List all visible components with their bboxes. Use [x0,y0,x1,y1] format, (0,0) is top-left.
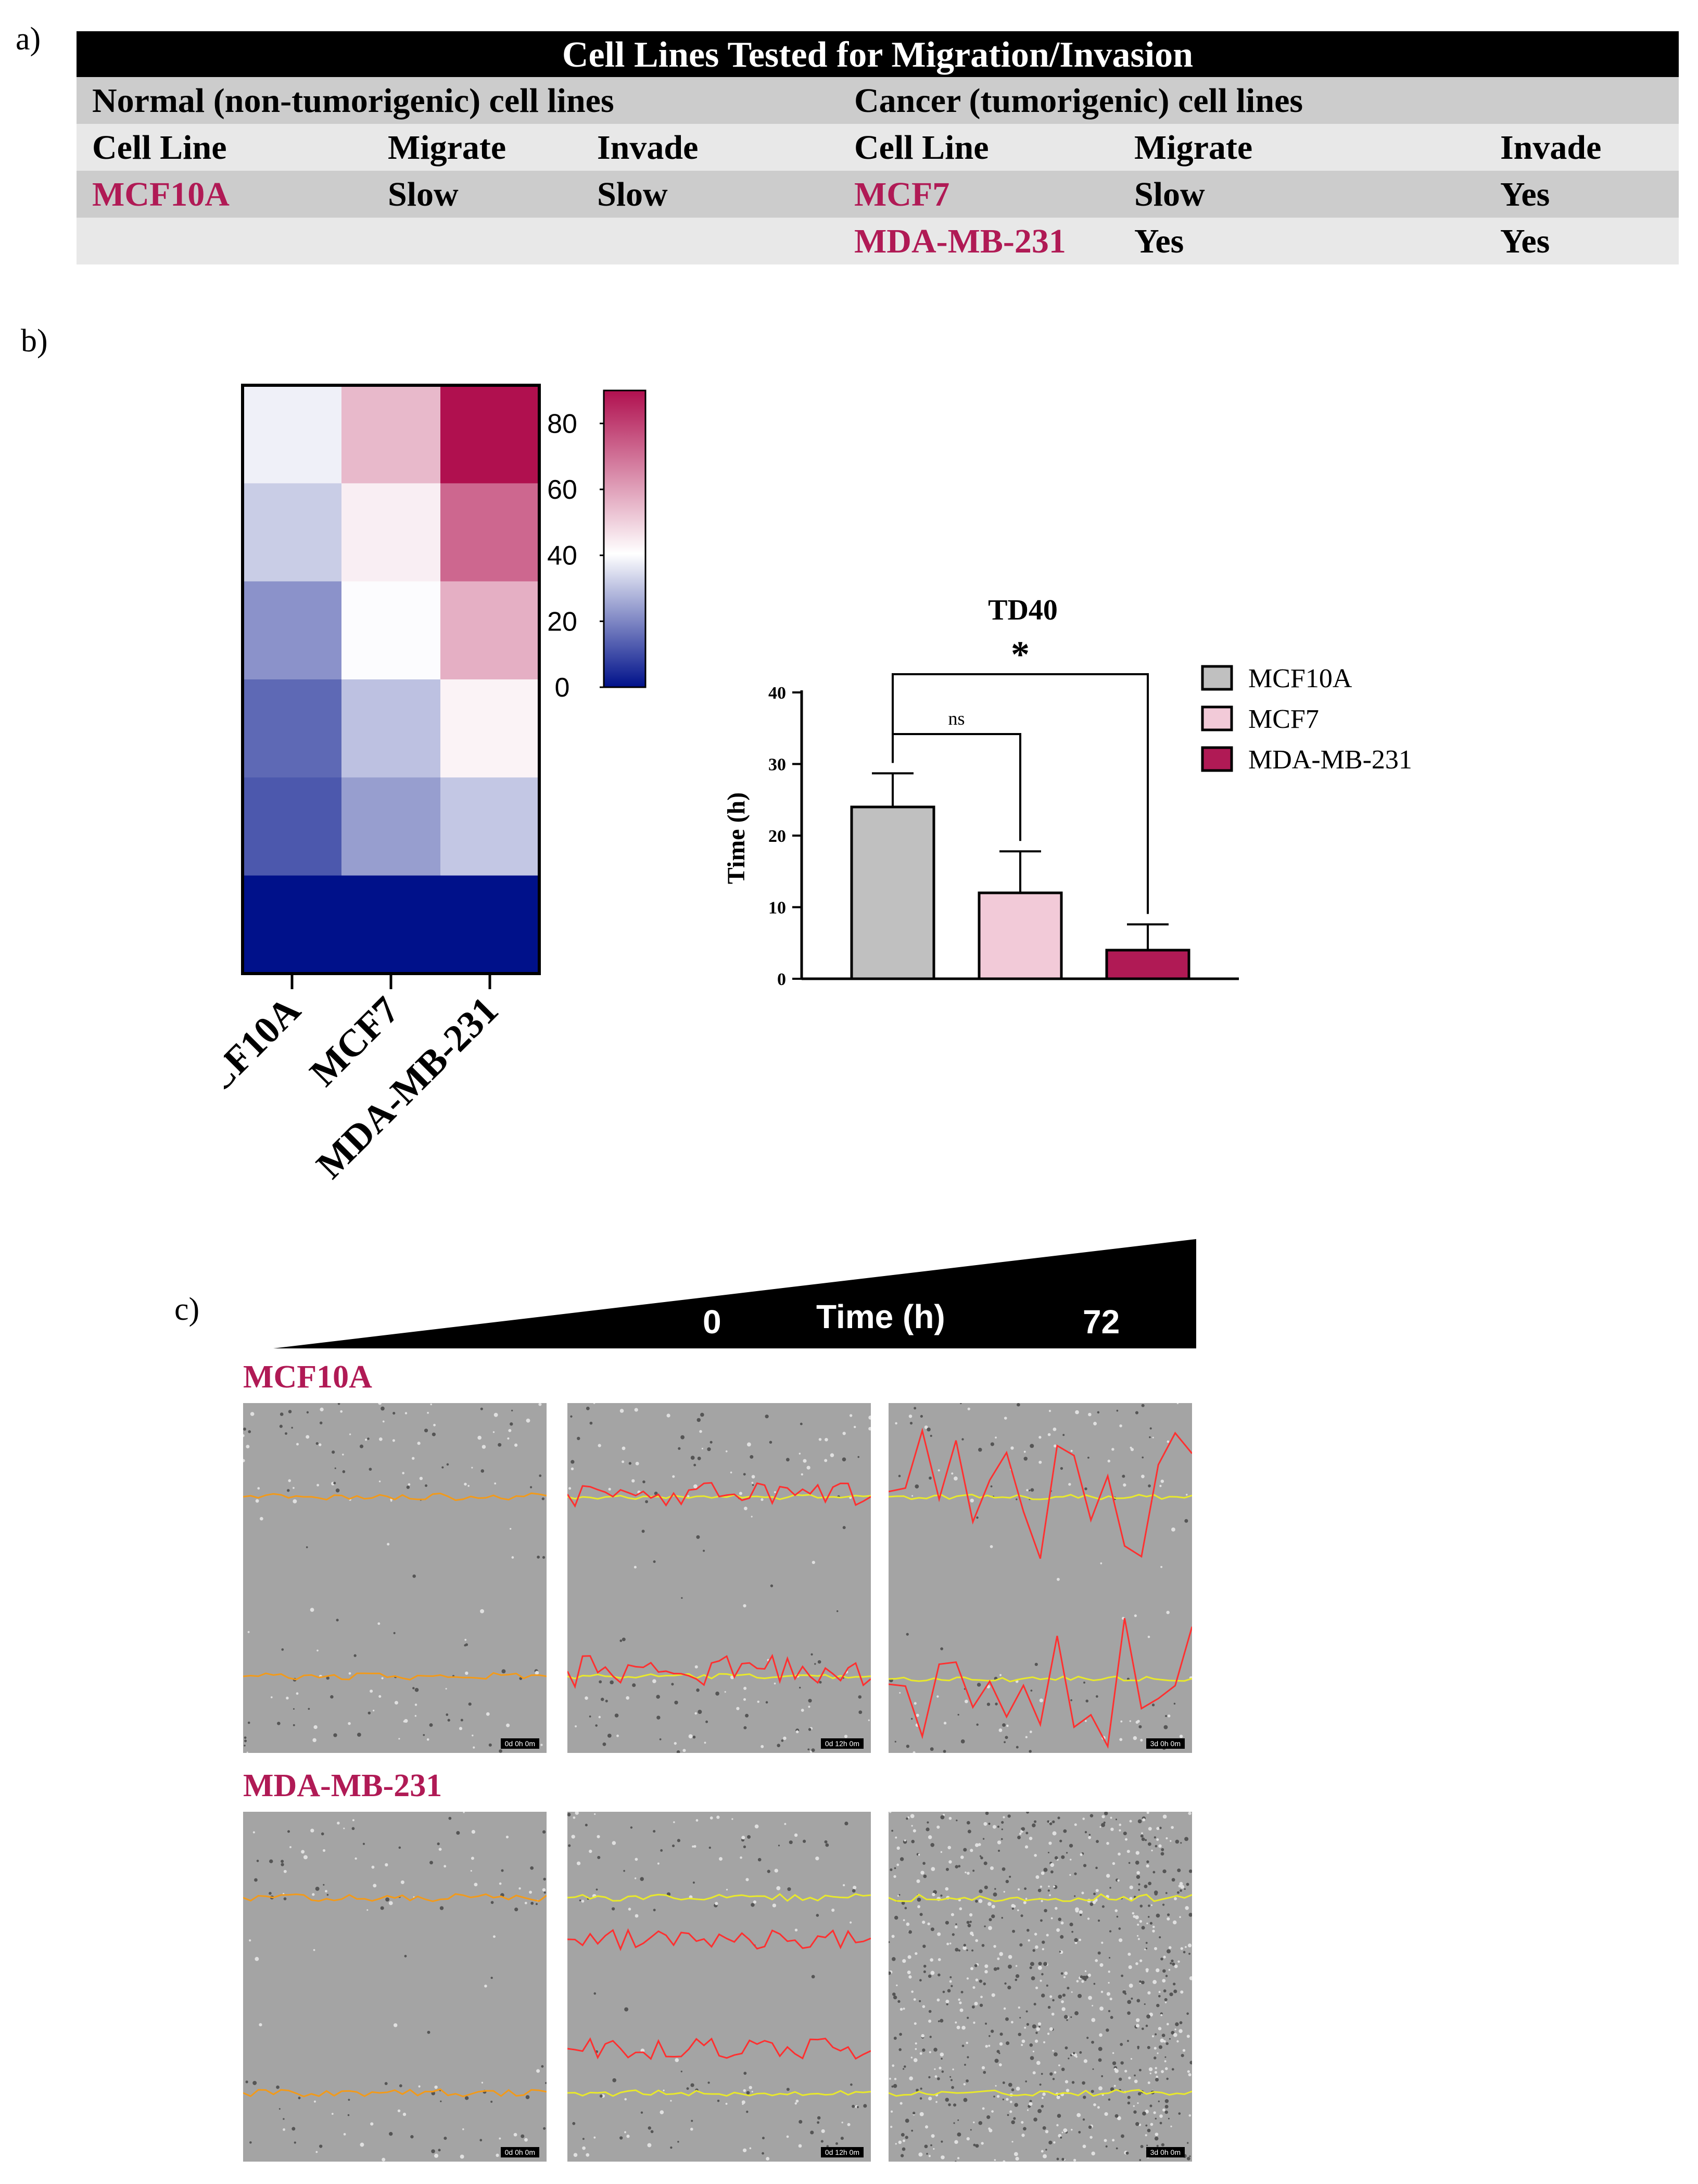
heatmap-cell [341,679,441,778]
row-label-mda-mb-231: MDA-MB-231 [243,1768,442,1803]
table-row: MDA-MB-231 Yes Yes [77,218,1679,264]
colorbar-tick-label: 40 [547,541,577,571]
col-header-invade-cancer: Invade [1500,129,1602,167]
micrograph: 3d 0h 0m [889,1403,1192,1753]
micrograph: 0d 12h 0m [567,1403,871,1753]
col-header-cell-line: Cell Line [92,129,227,167]
y-tick-label: 10 [768,899,786,918]
heatmap-cell [341,385,441,484]
heatmap-cell [243,679,342,778]
heatmap-cell [243,385,342,484]
cell-line-name: MDA-MB-231 [854,222,1066,260]
legend-label: MDA-MB-231 [1248,745,1412,775]
col-header-cell-line-cancer: Cell Line [854,129,989,167]
significance-label: ns [948,708,965,729]
panel-label-c: c) [174,1292,200,1327]
cell-line-name: MCF7 [854,175,950,213]
table-row: MCF10A Slow Slow MCF7 Slow Yes [77,171,1679,218]
significance-label: * [1011,634,1030,675]
cell-lines-table: Cell Lines Tested for Migration/Invasion… [77,31,1679,264]
table-title: Cell Lines Tested for Migration/Invasion [77,31,1679,77]
legend-swatch [1201,705,1233,731]
timestamp: 0d 12h 0m [820,2147,864,2157]
time-start: 0 [703,1303,721,1341]
normal-group-header: Normal (non-tumorigenic) cell lines [92,82,614,120]
micrograph: 3d 0h 0m [889,1812,1192,2162]
legend-label: MCF7 [1248,704,1319,734]
heatmap-cell [243,875,342,974]
x-tick-label: MCF10A [224,989,309,1128]
heatmap-cell [440,679,540,778]
invade-value: Yes [1500,175,1550,213]
bar-mcf10a [850,805,935,980]
heatmap-cell [341,875,441,974]
panel-label-b: b) [21,323,48,359]
invade-value: Slow [597,175,668,213]
heatmap-cell [440,483,540,582]
y-tick-label: 30 [768,755,786,775]
colorbar-tick-label: 0 [555,673,570,703]
timestamp: 3d 0h 0m [1146,2147,1185,2157]
significance-bracket [892,673,1149,914]
colorbar [603,389,647,688]
micrograph: 0d 0h 0m [243,1403,547,1753]
row-label-mcf10a: MCF10A [243,1359,372,1395]
heatmap-cell [341,483,441,582]
colorbar-tick-label: 80 [547,409,577,439]
y-tick-label: 40 [768,684,786,703]
cell-line-name: MCF10A [92,175,230,213]
timestamp: 0d 12h 0m [820,1738,864,1749]
y-tick-label: 0 [777,970,786,989]
timestamp: 0d 0h 0m [500,1738,539,1749]
col-header-invade: Invade [597,129,699,167]
time-end: 72 [1083,1303,1120,1341]
colorbar-tick-label: 20 [547,607,577,637]
heatmap-cell [243,483,342,582]
panel-label-a: a) [16,21,41,57]
micrograph: 0d 12h 0m [567,1812,871,2162]
legend-swatch [1201,746,1233,772]
y-tick-label: 20 [768,827,786,846]
heatmap-cell [243,581,342,680]
col-header-migrate-cancer: Migrate [1134,129,1253,167]
table-column-header-row: Cell Line Migrate Invade Cell Line Migra… [77,124,1679,171]
heatmap-cell [440,777,540,876]
legend-label: MCF10A [1248,664,1352,693]
time-label: Time (h) [816,1298,945,1335]
heatmap-cell [341,777,441,876]
colorbar-tick-label: 60 [547,475,577,505]
chart-title: TD40 [988,594,1058,626]
heatmap-cell [243,777,342,876]
heatmap-cell [341,581,441,680]
bar-mda-mb-231 [1105,949,1190,980]
cancer-group-header: Cancer (tumorigenic) cell lines [854,82,1303,120]
legend-swatch [1201,665,1233,691]
heatmap-cell [440,875,540,974]
timestamp: 3d 0h 0m [1146,1738,1185,1749]
migrate-value: Slow [1134,175,1205,213]
migrate-value: Yes [1134,222,1184,260]
bar-mcf7 [978,891,1063,980]
col-header-migrate: Migrate [388,129,506,167]
table-group-header-row: Normal (non-tumorigenic) cell lines Canc… [77,77,1679,124]
heatmap-cell [440,385,540,484]
heatmap-cell [440,581,540,680]
y-axis-label: Time (h) [723,792,750,884]
micrograph: 0d 0h 0m [243,1812,547,2162]
migrate-value: Slow [388,175,459,213]
invade-value: Yes [1500,222,1550,260]
timestamp: 0d 0h 0m [500,2147,539,2157]
